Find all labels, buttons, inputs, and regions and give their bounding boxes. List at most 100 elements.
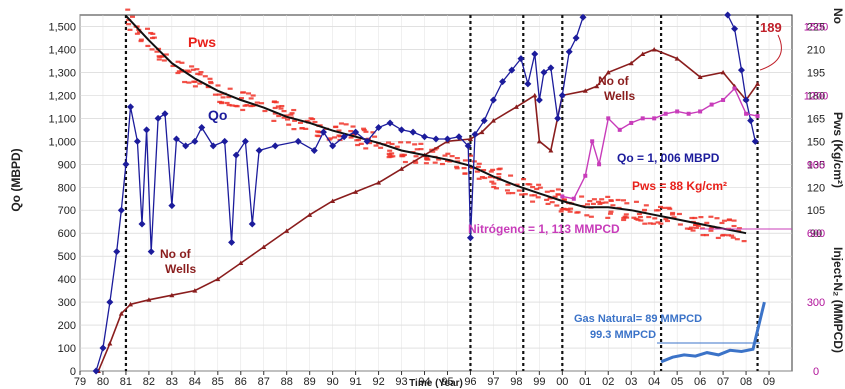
x-tick-label: 05 <box>671 376 683 388</box>
pws-data-point <box>130 16 135 18</box>
pws-data-point <box>561 208 566 210</box>
pws-data-point <box>489 170 494 172</box>
pws-data-point <box>282 110 287 112</box>
y-tick-label-left: 300 <box>58 297 76 309</box>
pws-data-point <box>592 198 597 200</box>
pws-data-point <box>704 222 709 224</box>
pws-data-point <box>694 227 699 229</box>
pws-data-point <box>670 213 675 215</box>
pws-data-point <box>530 186 535 188</box>
y-tick-label-left: 800 <box>58 182 76 194</box>
nitrogen-data-point <box>744 112 748 116</box>
pws-data-point <box>610 204 615 206</box>
pws-data-point <box>216 84 221 86</box>
pws-data-point <box>742 240 747 242</box>
pws-data-point <box>708 216 713 218</box>
pws-data-point <box>621 219 626 221</box>
x-tick-label: 80 <box>97 376 109 388</box>
y-tick-label-n2: 600 <box>807 228 825 240</box>
pws-data-point <box>290 112 295 114</box>
wells-count-label: 189 <box>760 20 782 35</box>
y-tick-label-pws: 105 <box>807 205 825 217</box>
nitrogen-data-point <box>756 114 760 118</box>
pws-data-point <box>189 65 194 67</box>
pws-data-point <box>285 118 290 120</box>
pws-data-point <box>634 201 639 203</box>
pws-data-point <box>599 202 604 204</box>
pws-data-point <box>450 155 455 157</box>
pws-data-point <box>517 189 522 191</box>
pws-data-point <box>162 59 167 61</box>
y-axis-label-n2: Inject-N₂ (MMPCD) <box>831 247 845 353</box>
pws-data-point <box>291 128 296 130</box>
y-tick-label-pws: 150 <box>807 136 825 148</box>
pws-data-point <box>585 203 590 205</box>
y-tick-label-n2: 0 <box>813 366 819 378</box>
pws-data-point <box>624 202 629 204</box>
pws-data-point <box>496 173 501 175</box>
x-tick-label: 99 <box>533 376 545 388</box>
gas-natural-label: Gas Natural= 89 MMPCD <box>574 313 702 325</box>
pws-data-point <box>400 155 405 157</box>
pws-data-point <box>359 143 364 145</box>
pws-data-point <box>704 234 709 236</box>
pws-data-point <box>148 32 153 34</box>
y-tick-label-left: 100 <box>58 343 76 355</box>
x-tick-label: 04 <box>648 376 660 388</box>
pws-data-point <box>386 142 391 144</box>
y-tick-label-left: 1,000 <box>48 136 76 148</box>
nitrogen-data-point <box>560 194 564 198</box>
pws-data-point <box>354 139 359 141</box>
pws-data-point <box>415 148 420 150</box>
pws-data-point <box>491 183 496 185</box>
pws-data-point <box>208 78 213 80</box>
x-tick-label: 86 <box>235 376 247 388</box>
pws-data-point <box>387 150 392 152</box>
pws-data-point <box>424 162 429 164</box>
x-tick-label: 06 <box>694 376 706 388</box>
pws-data-point <box>719 222 724 224</box>
pws-data-point <box>489 181 494 183</box>
y-tick-label-pws: 120 <box>807 182 825 194</box>
y-tick-label-left: 1,200 <box>48 90 76 102</box>
pws-data-point <box>732 225 737 227</box>
y-tick-label-left: 600 <box>58 228 76 240</box>
pws-data-point <box>685 227 690 229</box>
pws-data-point <box>246 92 251 94</box>
pws-data-point <box>638 219 643 221</box>
nitrogen-data-point <box>629 121 633 125</box>
y-tick-label-pws: 210 <box>807 44 825 56</box>
pws-data-point <box>186 82 191 84</box>
pws-data-point <box>278 107 283 109</box>
pws-data-point <box>412 143 417 145</box>
pws-data-point <box>455 157 460 159</box>
pws-data-point <box>536 196 541 198</box>
x-tick-label: 89 <box>304 376 316 388</box>
pws-data-point <box>145 45 150 47</box>
pws-data-point <box>398 141 403 143</box>
pws-data-point <box>454 166 459 168</box>
wells-series-label-2a: No of <box>160 247 192 261</box>
pws-data-point <box>150 48 155 50</box>
pws-data-point <box>523 193 528 195</box>
pws-data-point <box>333 126 338 128</box>
x-tick-label: 83 <box>166 376 178 388</box>
pws-data-point <box>556 193 561 195</box>
pws-data-point <box>708 230 713 232</box>
pws-data-point <box>145 28 150 30</box>
y-tick-label-left: 400 <box>58 274 76 286</box>
pws-data-point <box>351 125 356 127</box>
pws-data-point <box>303 128 308 130</box>
x-tick-label: 00 <box>556 376 568 388</box>
pws-data-point <box>574 211 579 213</box>
pws-data-point <box>230 104 235 106</box>
y-axis-label-left: Qo (MBPD) <box>9 148 23 211</box>
y-tick-label-left: 500 <box>58 251 76 263</box>
pws-data-point <box>634 218 639 220</box>
x-tick-label: 97 <box>487 376 499 388</box>
x-tick-label: 82 <box>143 376 155 388</box>
pws-data-point <box>616 199 621 201</box>
y-tick-label-left: 1,100 <box>48 113 76 125</box>
gas-natural-label-2: 99.3 MMPCD <box>590 329 656 341</box>
pws-data-point <box>667 208 672 210</box>
